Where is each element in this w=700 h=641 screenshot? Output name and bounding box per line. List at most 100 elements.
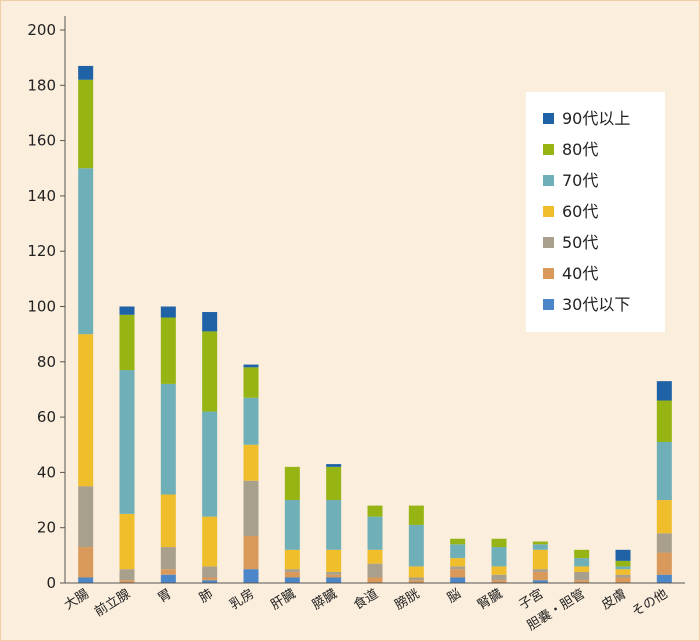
bar-segment [656,500,672,534]
bar-segment [78,547,94,578]
bar-segment [574,571,590,581]
y-tick-label: 120 [27,242,56,260]
bar-segment [491,538,507,548]
y-tick-label: 180 [27,76,56,94]
bar-segment [284,577,300,583]
y-tick-label: 140 [27,187,56,205]
legend: 90代以上 80代 70代 60代 50代 40代 30代以下 [526,92,665,332]
bar-segment [491,580,507,583]
bar-segment [160,547,176,570]
bar-segment [78,65,94,80]
legend-label: 60代 [562,202,598,221]
bar-segment [202,312,218,332]
bar-segment [408,505,424,525]
bar-segment [202,516,218,567]
bar-segment [243,535,259,570]
bar-segment [243,397,259,445]
bar-segment [326,500,342,550]
bar-segment [450,558,466,567]
bar-segment [615,569,631,575]
bar-segment [243,364,259,368]
bar-segment [284,569,300,572]
bar-segment [78,577,94,583]
bar-segment [326,577,342,583]
bar-segment [367,505,383,517]
bar-segment [160,306,176,318]
bar-segment [160,574,176,583]
bar-segment [160,317,176,384]
bar-segment [78,334,94,487]
bar-segment [119,569,135,581]
bar-segment [243,569,259,583]
bar-segment [202,566,218,578]
bar-segment [284,549,300,570]
y-tick-label: 20 [37,519,56,537]
bar-segment [450,569,466,578]
y-tick-label: 160 [27,132,56,150]
bar-segment [408,566,424,578]
bar-segment [574,558,590,567]
bar-segment [284,466,300,501]
legend-label: 50代 [562,233,598,252]
bar-segment [160,383,176,495]
bar-segment [326,549,342,572]
bar-segment [656,574,672,583]
bar-segment [532,580,548,583]
bar-segment [202,411,218,517]
legend-swatch [543,268,554,279]
bar-segment [119,370,135,514]
bar-segment [408,580,424,583]
bar-segment [202,577,218,581]
bar-segment [284,500,300,550]
bar-segment [119,580,135,583]
y-tick-label: 60 [37,408,56,426]
legend-swatch [543,113,554,124]
bar-segment [367,549,383,564]
bar-segment [532,571,548,581]
bar-segment [78,79,94,169]
bar-segment [615,566,631,570]
bar-segment [119,306,135,315]
y-tick-label: 200 [27,21,56,39]
bar-segment [450,566,466,570]
legend-label: 70代 [562,171,598,190]
bar-segment [656,441,672,501]
y-axis-ticks: 0 20 40 60 80 100 120 140 160 180 200 [27,21,65,592]
bar-segment [243,444,259,481]
bar-segment [326,464,342,467]
legend-label: 90代以上 [562,109,630,128]
bar-segment [615,574,631,578]
bar-segment [78,486,94,548]
legend-swatch [543,206,554,217]
y-tick-label: 100 [27,298,56,316]
legend-swatch [543,175,554,186]
bar-segment [574,566,590,572]
bar-segment [243,480,259,536]
y-tick-label: 80 [37,353,56,371]
y-tick-label: 0 [46,574,56,592]
bar-segment [243,367,259,398]
bar-segment [491,566,507,575]
bar-segment [326,574,342,578]
bar-segment [119,513,135,570]
bar-segment [119,314,135,371]
bar-segment [615,577,631,583]
bar-segment [574,580,590,583]
bar-segment [367,516,383,550]
bar-segment [491,574,507,581]
bar-segment [615,549,631,561]
legend-swatch [543,144,554,155]
y-tick-label: 40 [37,463,56,481]
bar-segment [491,547,507,567]
bar-segment [408,577,424,581]
bar-segment [656,400,672,442]
bar-segment [202,331,218,412]
bar-segment [656,381,672,401]
bar-segment [160,569,176,575]
legend-swatch [543,237,554,248]
bar-segment [532,569,548,572]
bar-segment [408,524,424,567]
bar-segment [284,571,300,578]
